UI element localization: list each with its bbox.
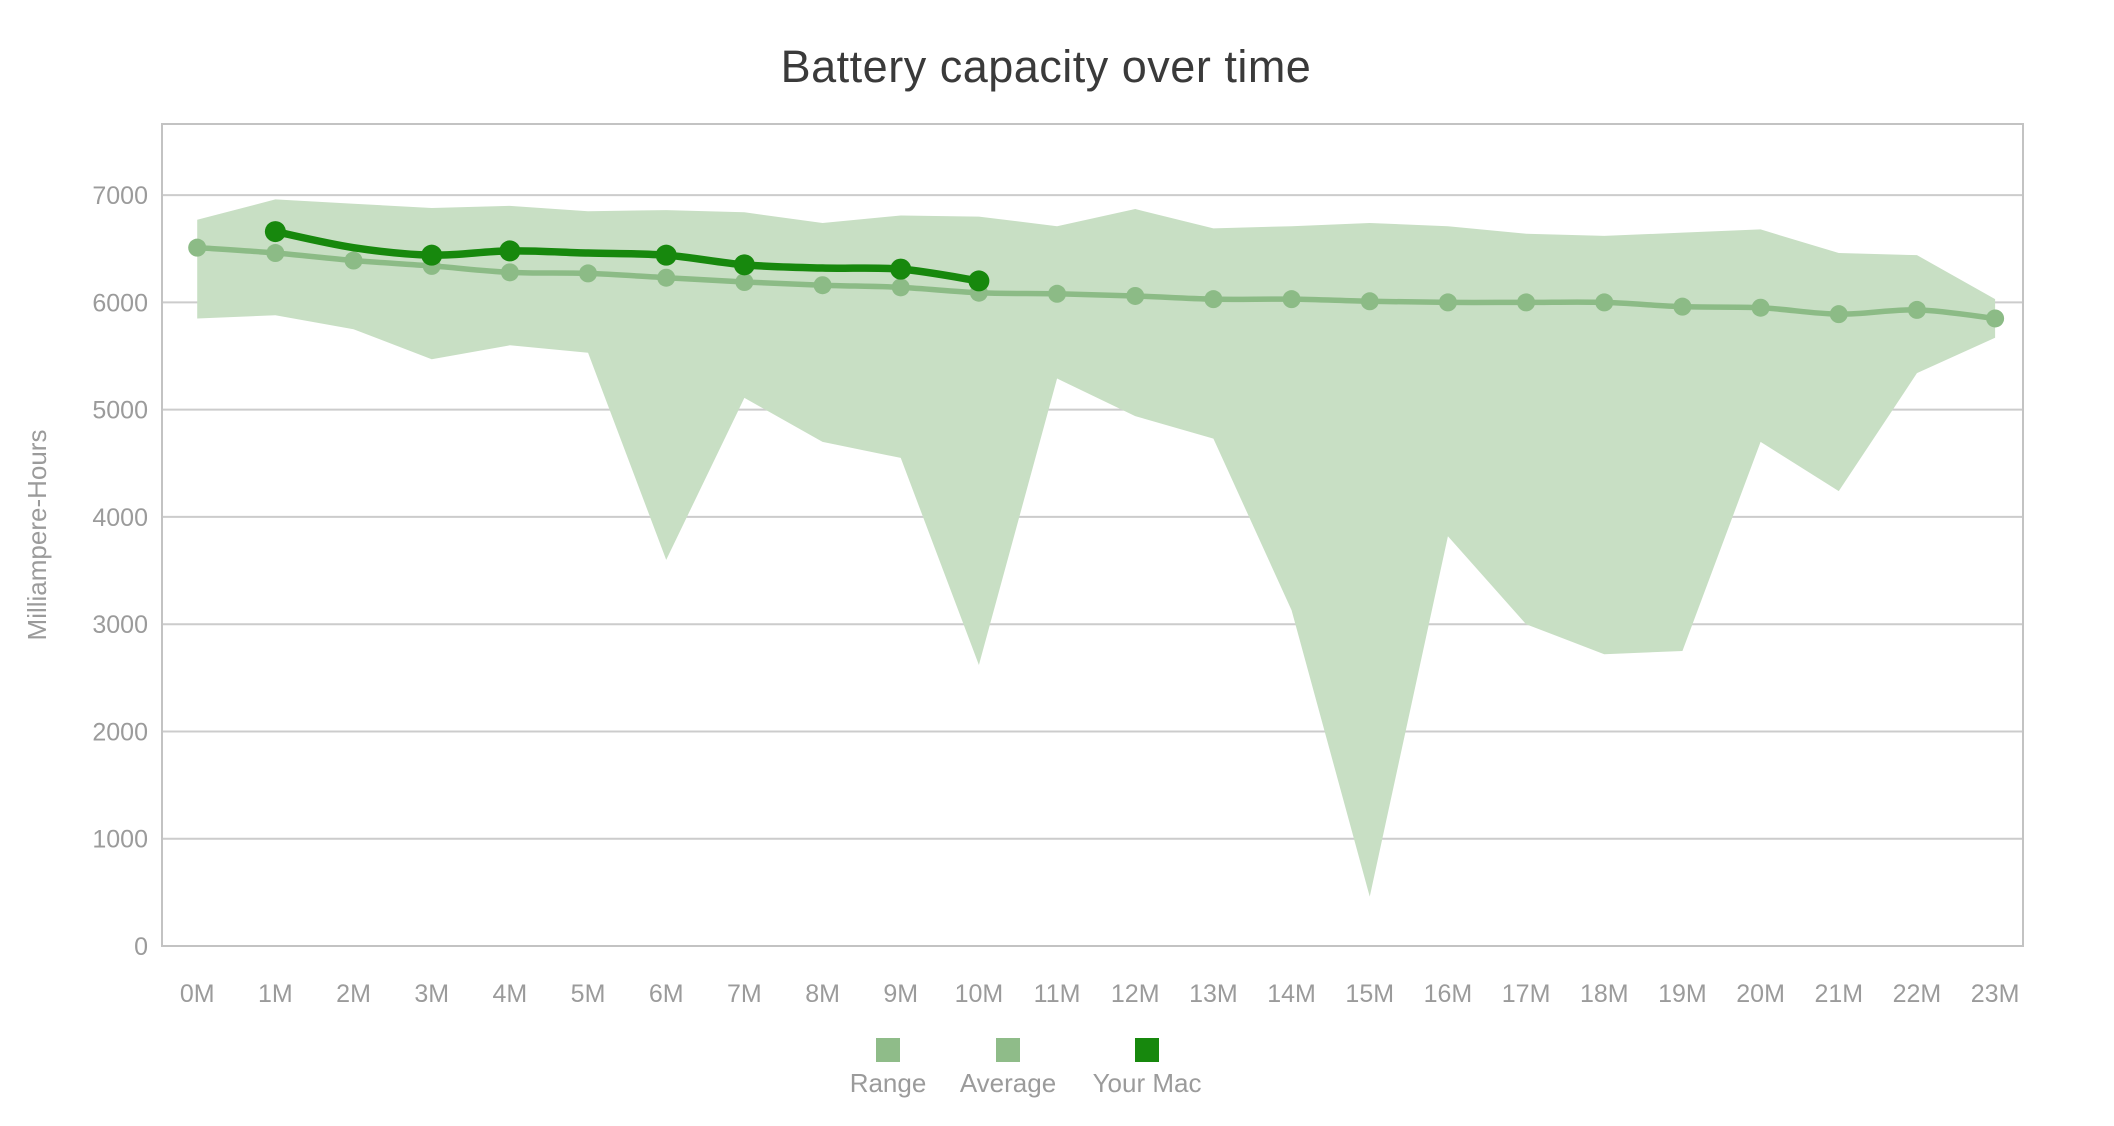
x-tick-label: 16M [1424,980,1473,1008]
range-area [197,199,1996,897]
average-point[interactable] [735,272,754,291]
yourmac-point[interactable] [421,244,443,266]
average-point[interactable] [891,278,910,297]
x-tick-label: 14M [1267,980,1316,1008]
x-tick-label: 22M [1893,980,1942,1008]
average-point[interactable] [1986,309,2005,328]
y-tick-label: 0 [134,933,148,961]
x-tick-label: 11M [1034,980,1081,1008]
yourmac-point[interactable] [499,240,521,262]
legend-item-yourmac[interactable]: Your Mac [1093,1038,1202,1098]
average-point[interactable] [1673,297,1692,316]
yourmac-point[interactable] [264,221,286,243]
average-point[interactable] [1048,284,1067,303]
x-tick-label: 5M [571,980,606,1008]
average-point[interactable] [1360,292,1379,311]
average-point[interactable] [1282,290,1301,309]
x-tick-label: 7M [727,980,762,1008]
average-point[interactable] [1829,305,1848,324]
x-tick-label: 3M [414,980,449,1008]
x-tick-label: 19M [1658,980,1707,1008]
y-tick-label: 5000 [92,397,148,425]
yourmac-point[interactable] [968,270,990,292]
x-tick-label: 4M [493,980,528,1008]
average-point[interactable] [188,238,207,257]
plot-border [161,123,2024,947]
x-tick-label: 0M [180,980,215,1008]
legend-swatch-yourmac [1135,1038,1159,1062]
x-tick-label: 1M [258,980,293,1008]
y-tick-label: 2000 [92,718,148,746]
y-tick-label: 4000 [92,504,148,532]
average-point[interactable] [579,264,598,283]
yourmac-point[interactable] [655,244,677,266]
average-point[interactable] [1438,293,1457,312]
average-point[interactable] [657,268,676,287]
x-tick-label: 17M [1502,980,1551,1008]
y-tick-label: 1000 [92,826,148,854]
legend-label-range: Range [850,1068,927,1098]
yourmac-point[interactable] [733,254,755,276]
x-tick-label: 20M [1736,980,1785,1008]
x-tick-label: 9M [883,980,918,1008]
average-point[interactable] [1517,293,1536,312]
x-tick-label: 12M [1111,980,1160,1008]
legend-swatch-range [876,1038,900,1062]
x-tick-label: 6M [649,980,684,1008]
legend-label-yourmac: Your Mac [1093,1068,1202,1098]
x-tick-label: 13M [1189,980,1238,1008]
x-tick-label: 10M [955,980,1004,1008]
yourmac-line [271,227,983,285]
x-tick-label: 2M [336,980,371,1008]
y-tick-label: 3000 [92,611,148,639]
legend-item-average[interactable]: Average [960,1038,1056,1098]
legend-swatch-average [996,1038,1020,1062]
average-point[interactable] [1751,298,1770,317]
x-tick-label: 23M [1971,980,2020,1008]
yourmac-point[interactable] [890,258,912,280]
x-tick-label: 18M [1580,980,1629,1008]
plot-area: 0 1000 2000 3000 4000 5000 6000 7000 0M 1M 2M 3M 4M 5… [92,123,2024,1008]
x-tick-label: 21M [1814,980,1863,1008]
average-point[interactable] [1204,290,1223,309]
average-point[interactable] [813,276,832,295]
average-point[interactable] [500,263,519,282]
x-tick-label: 15M [1345,980,1394,1008]
y-tick-label: 6000 [92,289,148,317]
legend-item-range[interactable]: Range [850,1038,927,1098]
x-tick-label: 8M [805,980,840,1008]
average-point[interactable] [1907,300,1926,319]
average-point[interactable] [1126,286,1145,305]
y-axis-title: Milliampere-Hours [22,430,52,641]
legend-label-average: Average [960,1068,1056,1098]
legend: Range Average Your Mac [850,1038,1202,1098]
average-point[interactable] [344,251,363,270]
y-tick-label: 7000 [92,182,148,210]
average-point[interactable] [266,244,285,263]
average-point[interactable] [1595,293,1614,312]
chart-title: Battery capacity over time [781,41,1312,92]
